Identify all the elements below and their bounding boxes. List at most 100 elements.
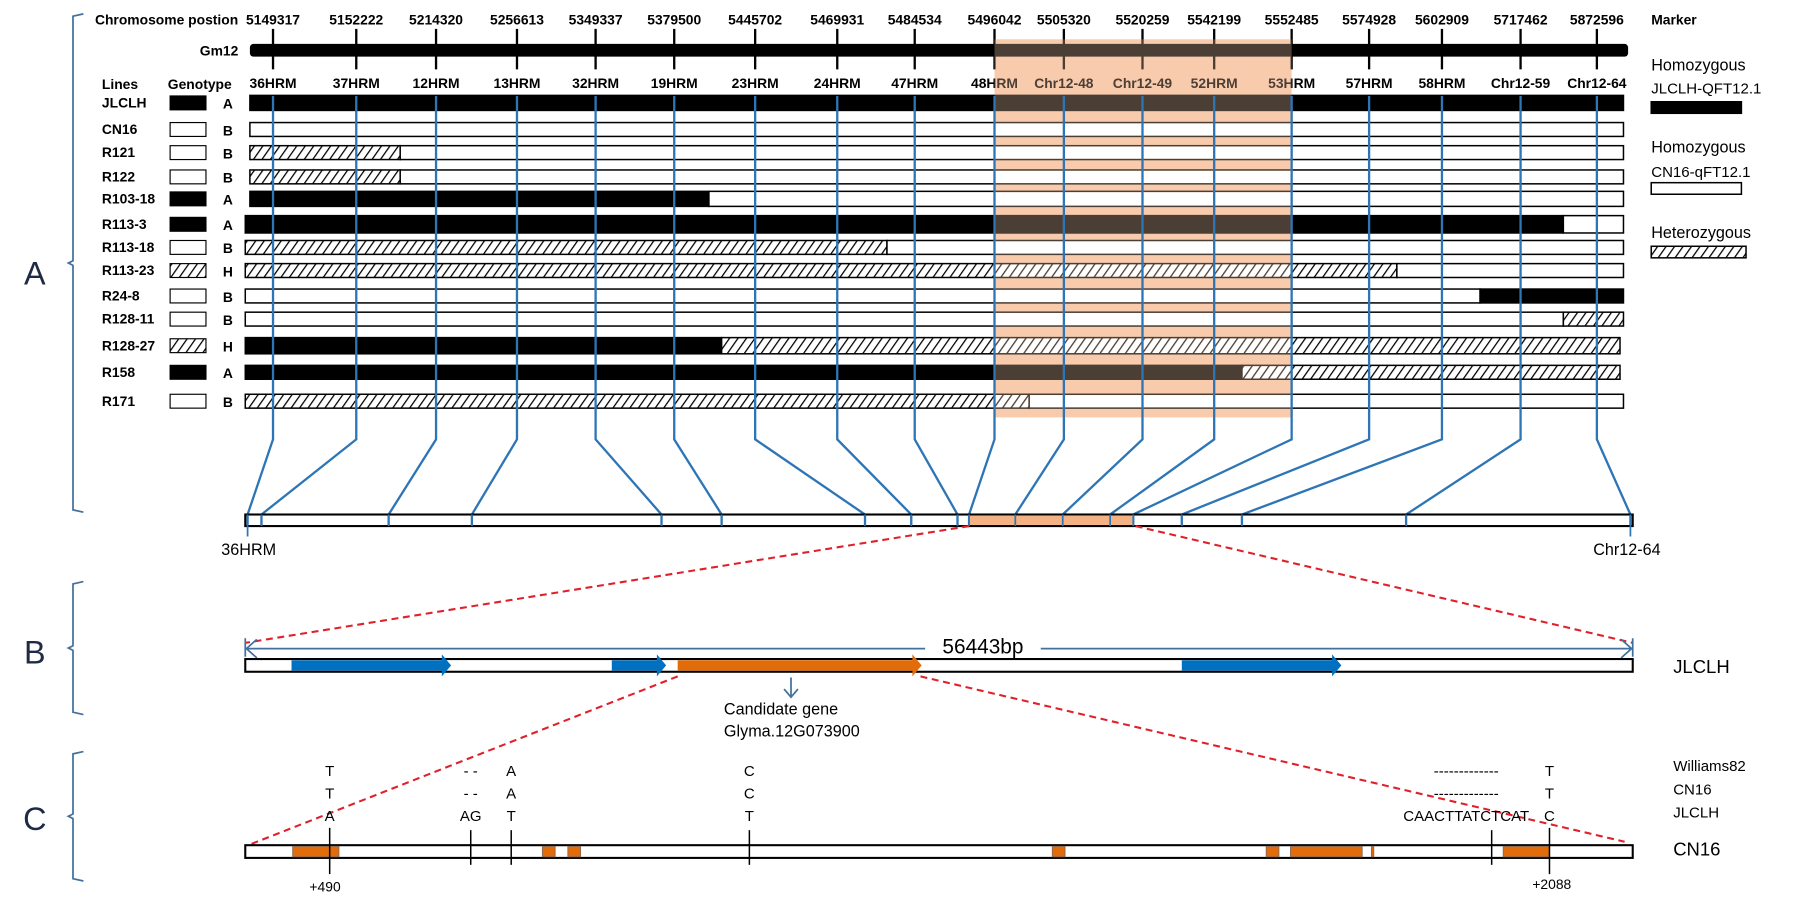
length-arrowheads bbox=[244, 638, 1634, 659]
marker-connector bbox=[246, 95, 275, 527]
region-bar bbox=[244, 657, 1634, 673]
zoom-bar bbox=[244, 513, 1634, 528]
marker-position: 5214320 bbox=[409, 11, 463, 27]
exon bbox=[1051, 845, 1066, 858]
line-name: R113-18 bbox=[102, 239, 155, 255]
marker-position: 5717462 bbox=[1494, 11, 1548, 27]
allele-row-label: CN16 bbox=[1673, 781, 1711, 798]
bracket-c bbox=[66, 750, 84, 882]
marker-position: 5602909 bbox=[1415, 11, 1469, 27]
marker-name: 23HRM bbox=[732, 75, 779, 91]
gene-arrow bbox=[1181, 654, 1342, 677]
haplotype-segment-A bbox=[249, 94, 1625, 112]
end-position-label: +2088 bbox=[1532, 876, 1571, 892]
bracket-b bbox=[66, 580, 84, 716]
marker-connector bbox=[754, 95, 867, 527]
allele: A bbox=[325, 808, 335, 825]
genotype-swatch bbox=[169, 169, 207, 185]
chromosome-label: Gm12 bbox=[200, 42, 239, 58]
legend-swatch bbox=[1650, 245, 1747, 259]
marker-position: 5484534 bbox=[888, 11, 942, 27]
legend-subtitle: JLCLH-QFT12.1 bbox=[1651, 81, 1761, 98]
genotype-swatch bbox=[169, 364, 207, 380]
gene-arrow bbox=[611, 654, 667, 677]
line-name: R103-18 bbox=[102, 190, 155, 206]
genotype-swatch bbox=[169, 95, 207, 111]
genotype-code: A bbox=[223, 217, 233, 233]
exon bbox=[1265, 845, 1280, 858]
zoom-left-label: 36HRM bbox=[221, 541, 276, 559]
zoom-line-right-c bbox=[920, 675, 1625, 843]
marker-position: 5379500 bbox=[647, 11, 701, 27]
marker-connector bbox=[387, 95, 438, 527]
zoom-bar-candidate bbox=[969, 515, 1134, 525]
allele-row-label: Williams82 bbox=[1673, 758, 1746, 775]
genotype-swatch bbox=[169, 121, 207, 138]
marker-position: 5574928 bbox=[1342, 11, 1396, 27]
allele: AG bbox=[460, 808, 482, 825]
allele: - - bbox=[464, 785, 478, 802]
marker-name: 32HRM bbox=[572, 75, 619, 91]
bracket-a bbox=[66, 13, 84, 514]
line-name: R113-3 bbox=[102, 216, 147, 232]
marker-position: 5552485 bbox=[1265, 11, 1319, 27]
line-name: R113-23 bbox=[102, 262, 155, 278]
genotype-code: A bbox=[223, 365, 233, 381]
genotype-swatch bbox=[169, 288, 207, 304]
marker-connector bbox=[470, 95, 519, 527]
exon bbox=[1290, 845, 1363, 858]
allele: T bbox=[1545, 785, 1554, 802]
marker-name: 24HRM bbox=[814, 75, 861, 91]
haplotype-segment-H bbox=[244, 239, 888, 256]
candidate-gene-label: Candidate gene bbox=[724, 701, 838, 719]
allele: ------------- bbox=[1434, 763, 1499, 780]
panel-label-a: A bbox=[24, 255, 46, 291]
allele: T bbox=[325, 785, 334, 802]
allele-row-label: JLCLH bbox=[1673, 804, 1719, 821]
exon bbox=[541, 845, 556, 858]
line-name: R24-8 bbox=[102, 288, 140, 304]
candidate-gene-id: Glyma.12G073900 bbox=[724, 723, 860, 741]
genotype-code: B bbox=[223, 289, 233, 305]
marker-position: 5469931 bbox=[810, 11, 864, 27]
line-name: R158 bbox=[102, 364, 135, 380]
genotype-code: B bbox=[223, 170, 233, 186]
marker-position: 5520259 bbox=[1116, 11, 1170, 27]
marker-name: 19HRM bbox=[651, 75, 698, 91]
marker-position: 5445702 bbox=[728, 11, 782, 27]
genotype-swatch bbox=[169, 145, 207, 161]
genotype-swatch bbox=[169, 263, 207, 279]
panel-label-c: C bbox=[23, 801, 46, 837]
exon bbox=[1370, 845, 1375, 858]
haplotype-segment-A bbox=[244, 214, 1565, 234]
marker-name: Chr12-59 bbox=[1491, 75, 1551, 91]
genotype-swatch bbox=[169, 216, 207, 232]
allele: T bbox=[507, 808, 516, 825]
length-label: 56443bp bbox=[942, 635, 1023, 658]
position-header: Chromosome postion bbox=[95, 11, 238, 27]
line-name: R171 bbox=[102, 393, 135, 409]
marker-name: 12HRM bbox=[413, 75, 460, 91]
gene-bar bbox=[244, 844, 1634, 859]
marker-connector bbox=[260, 95, 358, 527]
allele: ------------- bbox=[1434, 785, 1499, 802]
marker-position: 5256613 bbox=[490, 11, 544, 27]
haplotype-segment-A bbox=[244, 336, 723, 355]
genotype-swatch bbox=[169, 311, 207, 327]
panel-label-b: B bbox=[24, 635, 46, 671]
haplotype-segment-A bbox=[1479, 288, 1625, 304]
panel-b-line-label: JLCLH bbox=[1673, 656, 1730, 677]
genotype-code: B bbox=[223, 145, 233, 161]
line-name: R121 bbox=[102, 144, 135, 160]
genotype-code: B bbox=[223, 394, 233, 410]
marker-connector bbox=[836, 95, 913, 527]
marker-position: 5872596 bbox=[1570, 11, 1624, 27]
haplotype-segment-B bbox=[249, 121, 1625, 138]
haplotype-segment-H bbox=[244, 393, 1030, 409]
marker-connector bbox=[1404, 95, 1522, 527]
marker-connector bbox=[967, 95, 996, 527]
marker-position: 5152222 bbox=[329, 11, 383, 27]
gene-arrow bbox=[291, 654, 452, 677]
allele: T bbox=[1545, 763, 1554, 780]
allele: C bbox=[1544, 808, 1555, 825]
